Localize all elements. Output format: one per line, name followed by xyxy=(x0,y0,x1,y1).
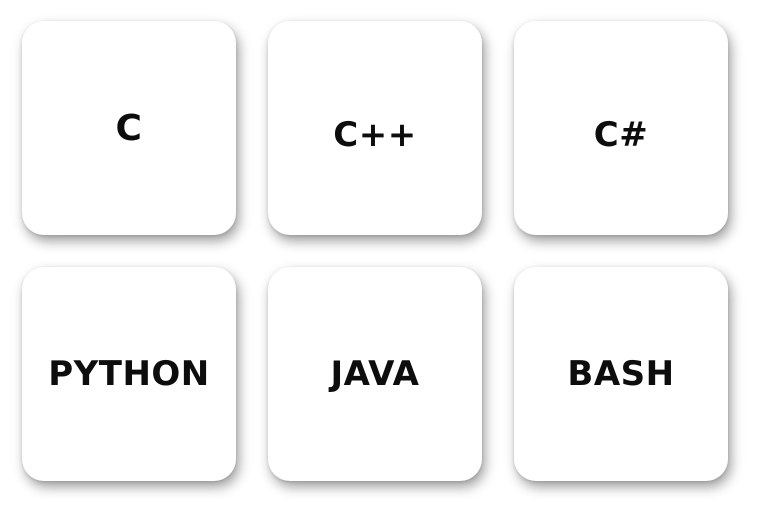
language-card-csharp[interactable]: C# xyxy=(514,21,728,235)
language-label: C# xyxy=(593,115,649,155)
language-card-cpp[interactable]: C++ xyxy=(268,21,482,235)
language-label: BASH xyxy=(567,354,675,394)
language-card-java[interactable]: JAVA xyxy=(268,267,482,481)
language-label: C xyxy=(115,108,143,149)
language-label: JAVA xyxy=(330,354,420,394)
language-label: PYTHON xyxy=(48,354,210,394)
language-label: C++ xyxy=(333,115,417,155)
language-card-c[interactable]: C xyxy=(22,21,236,235)
language-card-bash[interactable]: BASH xyxy=(514,267,728,481)
language-card-python[interactable]: PYTHON xyxy=(22,267,236,481)
